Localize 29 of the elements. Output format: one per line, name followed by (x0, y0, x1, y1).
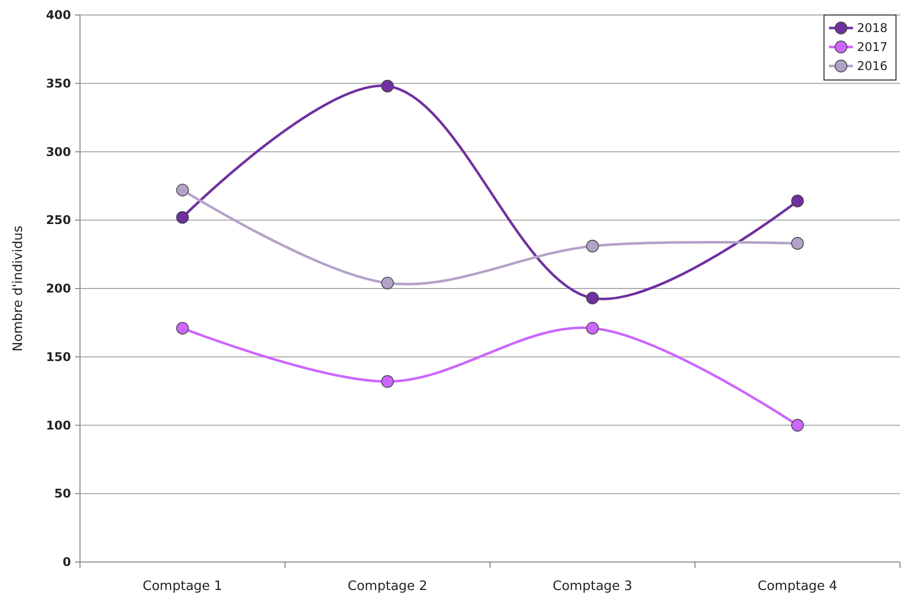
x-tick-label: Comptage 3 (552, 579, 632, 594)
y-tick-label: 200 (46, 282, 71, 296)
legend-label: 2016 (857, 59, 888, 73)
y-axis-title: Nombre d'individus (11, 225, 26, 352)
y-tick-label: 400 (46, 8, 71, 22)
x-tick-label: Comptage 2 (348, 579, 428, 594)
point (176, 211, 189, 224)
point (586, 292, 599, 304)
point (176, 184, 189, 196)
point (381, 375, 394, 388)
x-tick-label: Comptage 4 (758, 579, 838, 594)
point (791, 418, 804, 432)
y-tick-label: 350 (46, 76, 71, 90)
point (791, 194, 804, 208)
legend-label: 2017 (857, 40, 888, 54)
y-tick-label: 250 (46, 213, 71, 228)
legend-label: 2018 (857, 21, 888, 35)
point (586, 240, 599, 252)
point (791, 237, 804, 250)
y-tick-label: 150 (46, 350, 71, 364)
point (381, 276, 394, 290)
y-tick-label: 100 (46, 418, 71, 432)
y-tick-label: 0 (62, 555, 71, 569)
point (176, 322, 189, 334)
y-tick-label: 50 (54, 486, 71, 501)
y-tick-label: 300 (46, 144, 71, 159)
point (381, 80, 394, 92)
point (586, 322, 599, 334)
x-tick-label: Comptage 1 (142, 579, 222, 594)
